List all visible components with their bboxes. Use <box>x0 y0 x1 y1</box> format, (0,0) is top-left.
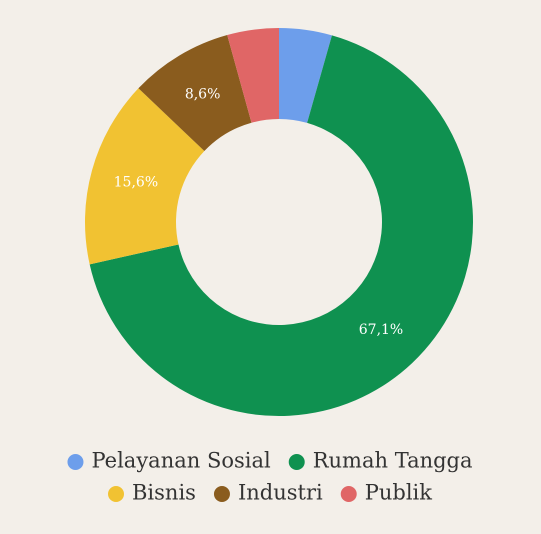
legend-label: Publik <box>365 481 433 505</box>
legend-label: Rumah Tangga <box>313 449 473 473</box>
slice <box>227 28 279 123</box>
legend-marker <box>340 486 357 502</box>
slice <box>279 28 332 123</box>
data-label: 8,6% <box>185 87 221 103</box>
legend-marker <box>67 454 84 470</box>
slice <box>138 35 252 152</box>
data-label: 67,1% <box>359 322 403 338</box>
legend-label: Industri <box>238 481 323 505</box>
legend-label: Pelayanan Sosial <box>91 449 271 473</box>
legend-marker <box>108 486 125 502</box>
legend-marker <box>213 486 230 502</box>
slice <box>89 35 474 417</box>
slice <box>85 88 205 265</box>
data-label: 15,6% <box>114 174 158 190</box>
legend-label: Bisnis <box>132 481 196 505</box>
legend-marker <box>288 454 305 470</box>
